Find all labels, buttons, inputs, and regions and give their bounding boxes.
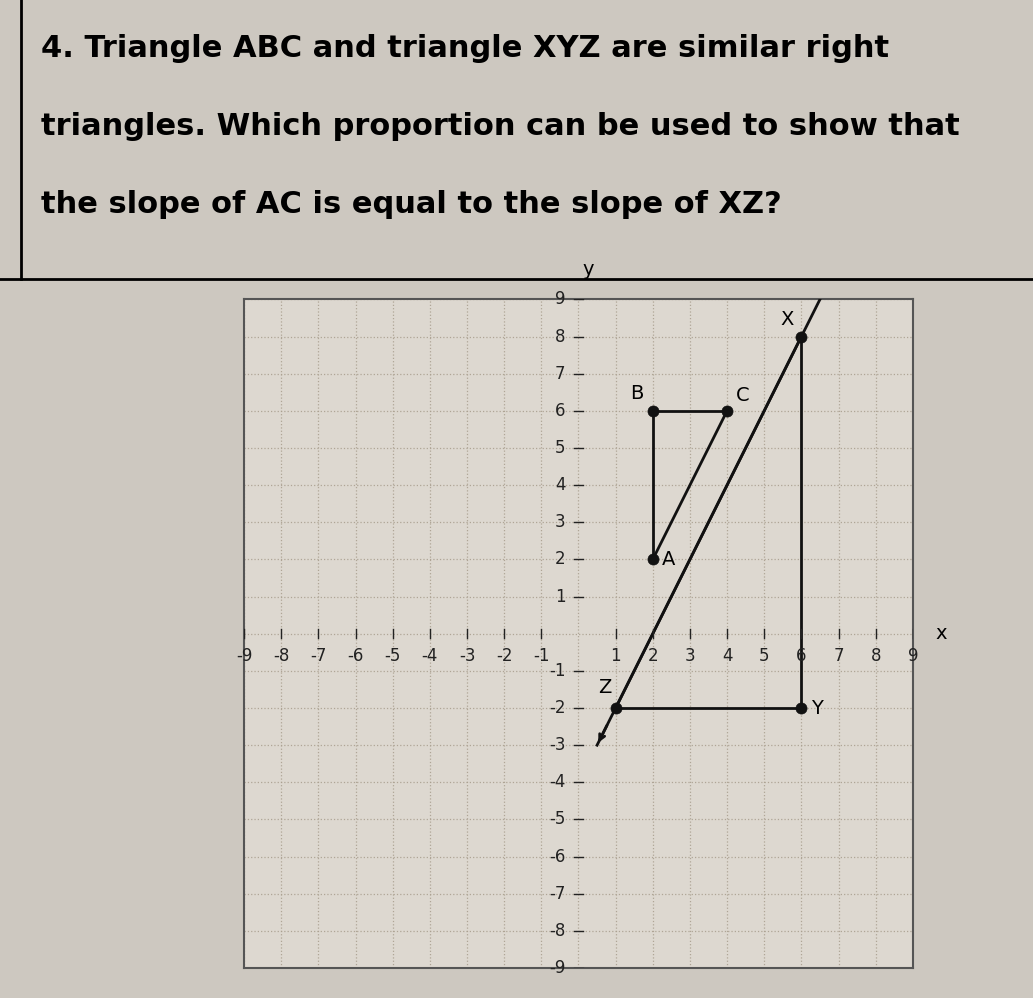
Text: 5: 5 [555, 439, 565, 457]
Text: 4: 4 [722, 647, 732, 665]
Text: 7: 7 [555, 364, 565, 382]
Text: 2: 2 [648, 647, 658, 665]
Text: y: y [582, 259, 594, 279]
Text: 9: 9 [555, 290, 565, 308]
Text: 9: 9 [908, 647, 918, 665]
Text: 6: 6 [555, 402, 565, 420]
Text: -1: -1 [549, 662, 565, 680]
Text: -8: -8 [273, 647, 289, 665]
Text: -6: -6 [347, 647, 364, 665]
Text: 8: 8 [871, 647, 881, 665]
Text: X: X [781, 310, 794, 329]
Text: 4: 4 [555, 476, 565, 494]
Text: -2: -2 [496, 647, 512, 665]
Text: -5: -5 [384, 647, 401, 665]
Text: -8: -8 [550, 922, 565, 940]
Text: 6: 6 [796, 647, 807, 665]
Text: -3: -3 [549, 737, 565, 754]
Text: x: x [935, 624, 946, 644]
Text: B: B [630, 384, 644, 403]
Text: triangles. Which proportion can be used to show that: triangles. Which proportion can be used … [41, 112, 960, 141]
Text: -9: -9 [236, 647, 252, 665]
Text: -4: -4 [421, 647, 438, 665]
Text: -7: -7 [550, 885, 565, 903]
Text: 1: 1 [555, 588, 565, 606]
Text: 2: 2 [555, 551, 565, 569]
Text: -9: -9 [550, 959, 565, 977]
Text: -4: -4 [550, 773, 565, 791]
Text: A: A [662, 550, 676, 569]
Text: -3: -3 [459, 647, 475, 665]
Text: 7: 7 [834, 647, 844, 665]
Text: C: C [737, 386, 750, 405]
Text: 3: 3 [685, 647, 695, 665]
Text: -1: -1 [533, 647, 550, 665]
Text: the slope of AC is equal to the slope of XZ?: the slope of AC is equal to the slope of… [41, 190, 782, 219]
Text: 3: 3 [555, 513, 565, 531]
Text: Y: Y [811, 699, 822, 718]
Text: Z: Z [598, 678, 612, 697]
Text: 5: 5 [759, 647, 770, 665]
Text: -5: -5 [550, 810, 565, 828]
Text: 4. Triangle ABC and triangle XYZ are similar right: 4. Triangle ABC and triangle XYZ are sim… [41, 34, 889, 63]
Text: -6: -6 [550, 847, 565, 865]
Text: 8: 8 [555, 327, 565, 345]
Text: -2: -2 [549, 699, 565, 717]
Text: 1: 1 [611, 647, 621, 665]
Text: -7: -7 [310, 647, 326, 665]
